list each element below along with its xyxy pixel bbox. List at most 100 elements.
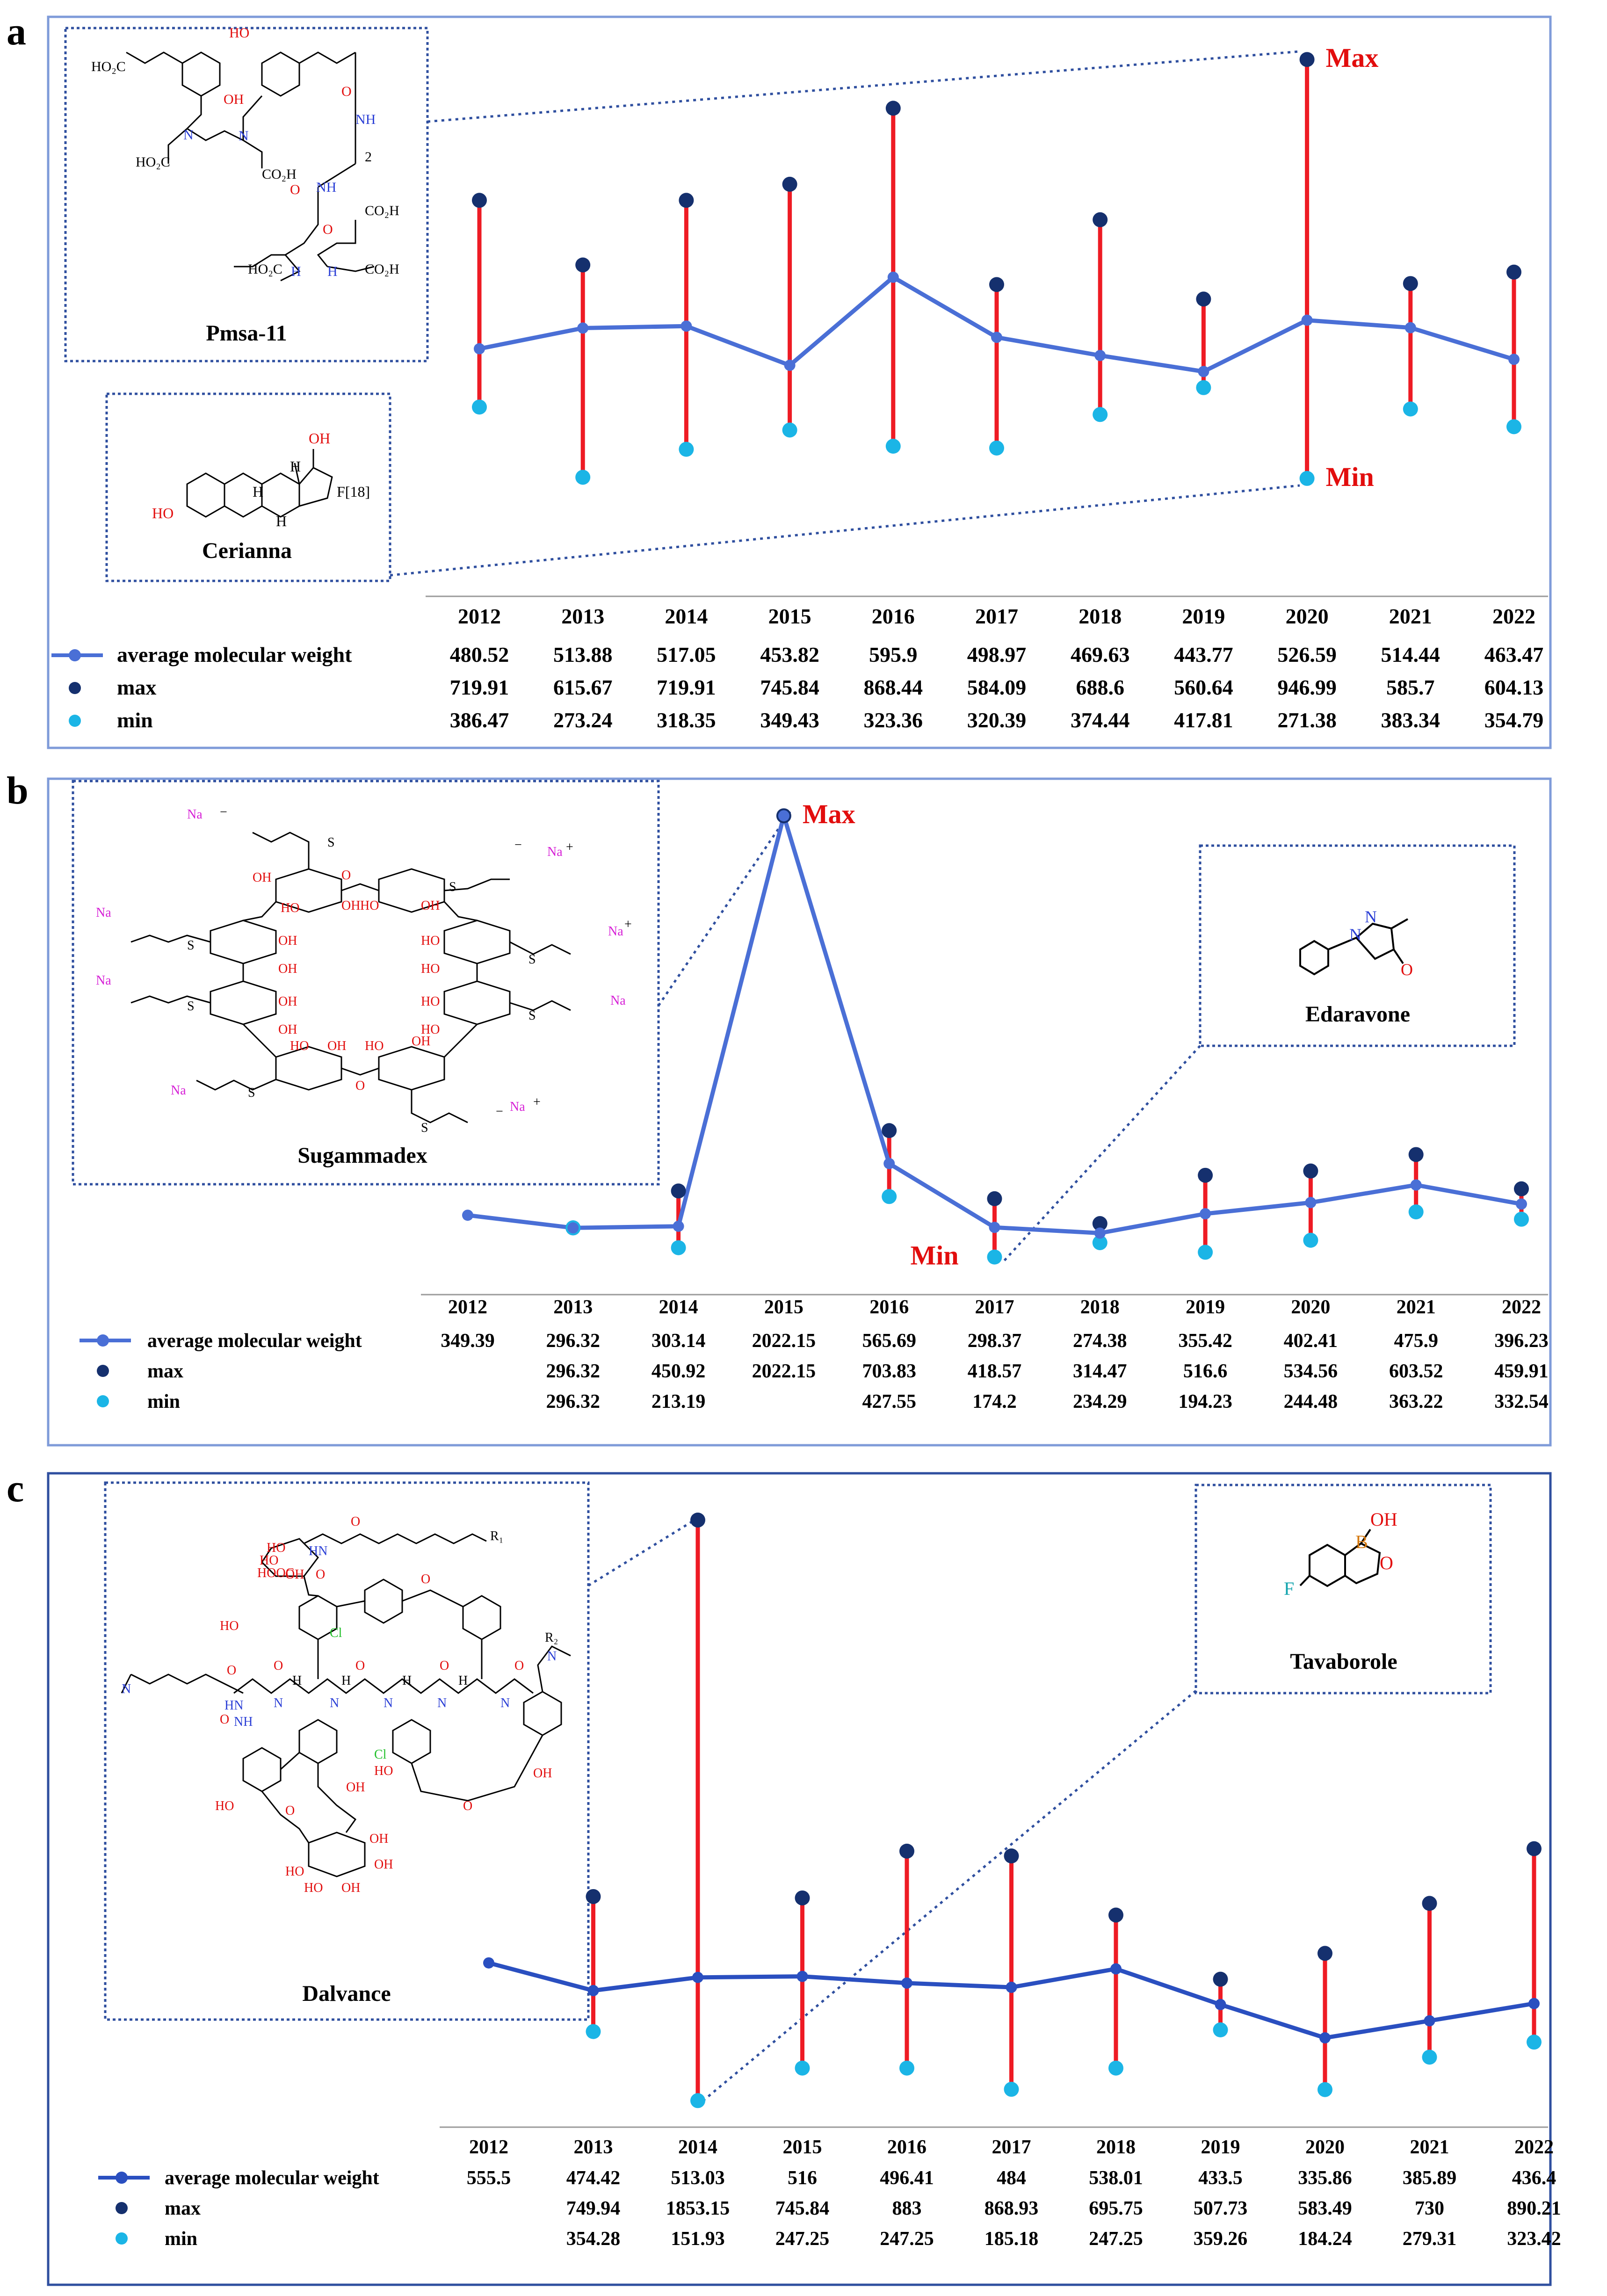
pmsa-label-o-3: O	[323, 222, 333, 237]
table-cell-avg-2020: 335.86	[1298, 2167, 1352, 2189]
avg-point-2012	[462, 1210, 473, 1221]
table-cell-min-2018: 247.25	[1089, 2228, 1143, 2250]
max-point-2016	[885, 101, 901, 116]
dalvance-label-o-3: O	[421, 1572, 430, 1586]
table-cell-min-2021: 383.34	[1381, 708, 1441, 732]
avg-point-2014	[673, 1220, 684, 1232]
table-cell-min-2012: 386.47	[450, 708, 509, 732]
avg-point-2016	[883, 1158, 895, 1169]
cerianna-callout-line	[390, 484, 1300, 577]
panel-a-letter: a	[7, 10, 26, 53]
dalvance-label-hooc: HOOC	[257, 1566, 294, 1580]
year-label-2022: 2022	[1492, 604, 1535, 628]
tavaborole-label-oh: OH	[1370, 1509, 1397, 1530]
year-label-2018: 2018	[1080, 1296, 1120, 1318]
table-cell-avg-2016: 595.9	[869, 643, 918, 666]
legend-max-dot-icon	[116, 2202, 128, 2214]
year-label-2015: 2015	[783, 2137, 822, 2158]
max-point-2020	[1299, 52, 1315, 67]
dalvance-label-oh-2: OH	[533, 1766, 552, 1781]
cerianna-label-h-2: H	[276, 513, 287, 529]
table-cell-max-2022: 604.13	[1484, 675, 1544, 699]
sug-minus-3: −	[496, 1104, 503, 1119]
year-label-2016: 2016	[872, 604, 915, 628]
edaravone-label-o: O	[1401, 960, 1413, 979]
panel-a-frame	[47, 15, 1552, 749]
table-cell-avg-2012: 555.5	[467, 2167, 511, 2189]
cerianna-labels: HO OH F[18] H H H	[152, 430, 370, 529]
table-cell-max-2018: 314.47	[1073, 1361, 1127, 1382]
sugammadex-inset-box	[72, 780, 660, 1186]
legend-max-dot-icon	[69, 682, 81, 694]
avg-point-2019	[1198, 366, 1209, 377]
table-cell-max-2020: 946.99	[1277, 675, 1337, 699]
table-cell-max-2018: 695.75	[1089, 2198, 1143, 2219]
table-cell-avg-2016: 496.41	[880, 2167, 934, 2189]
sug-s-4: S	[528, 952, 536, 967]
table-cell-max-2016: 703.83	[862, 1361, 916, 1382]
min-point-2012	[472, 399, 487, 415]
table-cell-avg-2013: 296.32	[546, 1330, 601, 1352]
avg-point-2016	[901, 1977, 912, 1989]
max-point-2020	[1303, 1163, 1318, 1179]
legend-avg-dot-icon	[97, 1334, 109, 1347]
dalvance-label-r2: R₂	[545, 1630, 558, 1645]
avg-point-2021	[1410, 1179, 1422, 1191]
avg-point-2021	[1424, 2015, 1435, 2027]
min-point-2019	[1196, 380, 1211, 395]
plot-b: Max Min	[462, 799, 1529, 1271]
avg-point-2017	[1006, 1982, 1017, 1993]
table-cell-avg-2022: 396.23	[1494, 1330, 1549, 1352]
max-point-2021	[1408, 1147, 1424, 1162]
edaravone-structure	[1299, 918, 1408, 976]
sug-s-7: S	[248, 1086, 255, 1100]
sug-na-2: Na	[547, 845, 563, 859]
min-point-2014	[679, 442, 694, 457]
dalvance-label-oh-6: OH	[341, 1881, 360, 1895]
sug-ho-5: HO	[421, 994, 440, 1009]
table-cell-max-2012: 719.91	[450, 675, 509, 699]
dalvance-labels: R₁ HN O HO HO HOOC OH O O HO Cl R₂ N O O…	[122, 1514, 558, 1895]
year-label-2012: 2012	[448, 1296, 487, 1318]
sug-s-6: S	[528, 1008, 536, 1023]
year-label-2020: 2020	[1286, 604, 1329, 628]
dalvance-label-o-11: O	[285, 1803, 295, 1818]
min-point-2017	[989, 440, 1004, 456]
cerianna-label-oh: OH	[309, 430, 330, 447]
cerianna-structure	[186, 449, 333, 518]
pmsa-callout-line	[427, 50, 1300, 123]
table-cell-min-2022: 354.79	[1484, 708, 1544, 732]
min-point-2016	[882, 1189, 897, 1204]
avg-point-2013	[567, 1222, 579, 1234]
avg-point-2018	[1094, 1227, 1106, 1239]
min-point-2018	[1092, 1235, 1108, 1250]
sug-oh-7: OH	[278, 1022, 297, 1037]
sug-s-8: S	[421, 1121, 428, 1135]
cerianna-label-h-3: H	[290, 458, 301, 475]
table-cell-min-2019: 359.26	[1194, 2228, 1248, 2250]
year-label-2013: 2013	[553, 1296, 593, 1318]
pmsa-label-co2h-3: CO₂H	[365, 261, 399, 277]
dalvance-label-ho-6: HO	[285, 1864, 304, 1879]
dalvance-label-h-4: H	[458, 1673, 468, 1688]
table-cell-min-2016: 323.36	[864, 708, 923, 732]
tavaborole-inset-box	[1194, 1484, 1492, 1695]
table-cell-avg-2022: 436.4	[1512, 2167, 1556, 2189]
max-point-2017	[1004, 1848, 1019, 1864]
table-cell-max-2020: 534.56	[1284, 1361, 1338, 1382]
sug-oh-5: OH	[278, 962, 297, 976]
avg-point-2019	[1200, 1208, 1211, 1220]
legend-label-min: min	[117, 708, 153, 732]
avg-point-2018	[1094, 350, 1106, 362]
legend-avg-dot-icon	[116, 2172, 128, 2184]
min-point-2013	[575, 470, 591, 485]
max-point-2014	[679, 193, 694, 208]
legend-label-avg: average molecular weight	[147, 1330, 362, 1352]
dalvance-label-h-2: H	[341, 1673, 351, 1688]
table-cell-max-2021: 603.52	[1389, 1361, 1443, 1382]
max-point-2019	[1196, 291, 1211, 307]
sug-plus-3: +	[533, 1095, 541, 1109]
table-cell-max-2017: 584.09	[967, 675, 1027, 699]
